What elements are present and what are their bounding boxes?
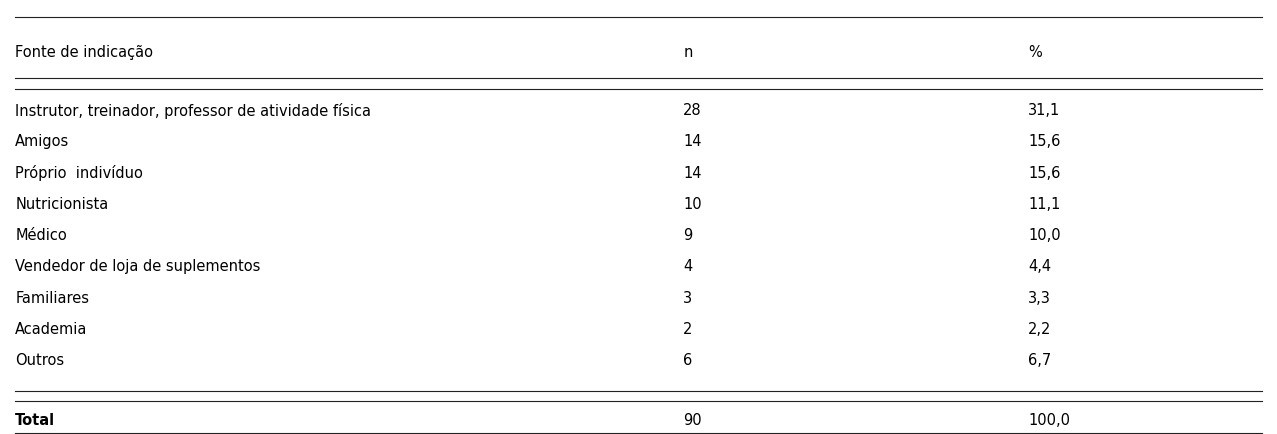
Text: Amigos: Amigos [15, 135, 69, 149]
Text: Próprio  indivíduo: Próprio indivíduo [15, 165, 143, 181]
Text: Médico: Médico [15, 228, 68, 243]
Text: 9: 9 [683, 228, 692, 243]
Text: 31,1: 31,1 [1028, 103, 1060, 118]
Text: Total: Total [15, 414, 55, 428]
Text: 10: 10 [683, 197, 702, 212]
Text: 6,7: 6,7 [1028, 353, 1051, 368]
Text: Instrutor, treinador, professor de atividade física: Instrutor, treinador, professor de ativi… [15, 103, 372, 118]
Text: %: % [1028, 45, 1042, 59]
Text: 2: 2 [683, 322, 692, 337]
Text: 14: 14 [683, 166, 701, 181]
Text: 6: 6 [683, 353, 692, 368]
Text: Academia: Academia [15, 322, 88, 337]
Text: 3,3: 3,3 [1028, 291, 1051, 306]
Text: 4: 4 [683, 260, 692, 274]
Text: 28: 28 [683, 103, 702, 118]
Text: 11,1: 11,1 [1028, 197, 1060, 212]
Text: 3: 3 [683, 291, 692, 306]
Text: Outros: Outros [15, 353, 64, 368]
Text: 100,0: 100,0 [1028, 414, 1070, 428]
Text: Fonte de indicação: Fonte de indicação [15, 45, 153, 59]
Text: 14: 14 [683, 135, 701, 149]
Text: Nutricionista: Nutricionista [15, 197, 109, 212]
Text: Vendedor de loja de suplementos: Vendedor de loja de suplementos [15, 260, 261, 274]
Text: Familiares: Familiares [15, 291, 89, 306]
Text: 2,2: 2,2 [1028, 322, 1051, 337]
Text: 10,0: 10,0 [1028, 228, 1061, 243]
Text: 90: 90 [683, 414, 702, 428]
Text: 15,6: 15,6 [1028, 135, 1060, 149]
Text: n: n [683, 45, 692, 59]
Text: 4,4: 4,4 [1028, 260, 1051, 274]
Text: 15,6: 15,6 [1028, 166, 1060, 181]
